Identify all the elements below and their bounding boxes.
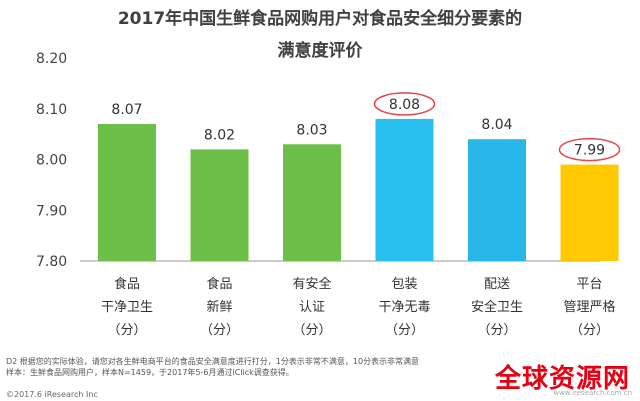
x-tick-label: 新鲜	[206, 299, 232, 315]
chart-title-line1: 2017年中国生鲜食品网购用户对食品安全细分要素的	[117, 9, 523, 29]
data-label: 8.08	[389, 97, 420, 113]
y-tick-label: 8.00	[36, 153, 67, 169]
y-tick-label: 8.20	[36, 51, 67, 67]
x-tick-label: 食品	[206, 276, 232, 292]
chart-title-line2: 满意度评价	[277, 41, 363, 61]
y-tick-label: 8.10	[36, 102, 67, 118]
x-tick-label: （分）	[292, 323, 331, 338]
x-tick-label: 安全卫生	[471, 299, 523, 315]
bar	[283, 144, 341, 261]
x-tick-label: 干净无毒	[378, 300, 430, 315]
data-label: 8.02	[204, 127, 235, 143]
y-tick-label: 7.90	[36, 203, 67, 219]
x-tick-label: 认证	[299, 300, 325, 315]
x-tick-label: 包装	[391, 277, 417, 292]
data-label: 7.99	[574, 143, 605, 159]
x-tick-label: （分）	[385, 323, 424, 338]
data-label: 8.03	[296, 122, 327, 138]
sample-note: 样本：生鲜食品网购用户，样本N=1459，于2017年5-6月通过iClick调…	[6, 368, 294, 377]
x-tick-label: （分）	[570, 323, 609, 338]
x-tick-label: （分）	[200, 323, 239, 338]
bar	[375, 118, 434, 262]
x-tick-label: 有安全	[292, 276, 331, 292]
bar	[560, 164, 619, 261]
x-tick-label: 配送	[484, 277, 510, 292]
copyright: ©2017.6 iResearch Inc	[6, 390, 98, 399]
x-tick-label: 食品	[114, 276, 140, 292]
survey-question-note: D2 根据您的实际体验，请您对各生鲜电商平台的食品安全满意度进行打分，1分表示非…	[6, 357, 420, 366]
data-label: 8.07	[111, 102, 142, 118]
bar	[468, 139, 526, 261]
watermark-logo: 全球资源网	[494, 364, 630, 394]
highlight-circle	[373, 92, 436, 116]
bar	[190, 149, 249, 261]
x-tick-label: 干净卫生	[101, 300, 153, 315]
x-tick-label: （分）	[477, 323, 516, 338]
highlight-circle	[558, 137, 621, 162]
x-tick-label: 管理严格	[563, 299, 615, 315]
data-label: 8.04	[481, 117, 512, 133]
y-tick-label: 7.80	[36, 254, 67, 270]
bar	[98, 123, 156, 261]
watermark-url: www.iresearch.com.cn	[553, 389, 632, 397]
x-tick-label: （分）	[107, 323, 146, 338]
x-tick-label: 平台	[576, 277, 602, 292]
